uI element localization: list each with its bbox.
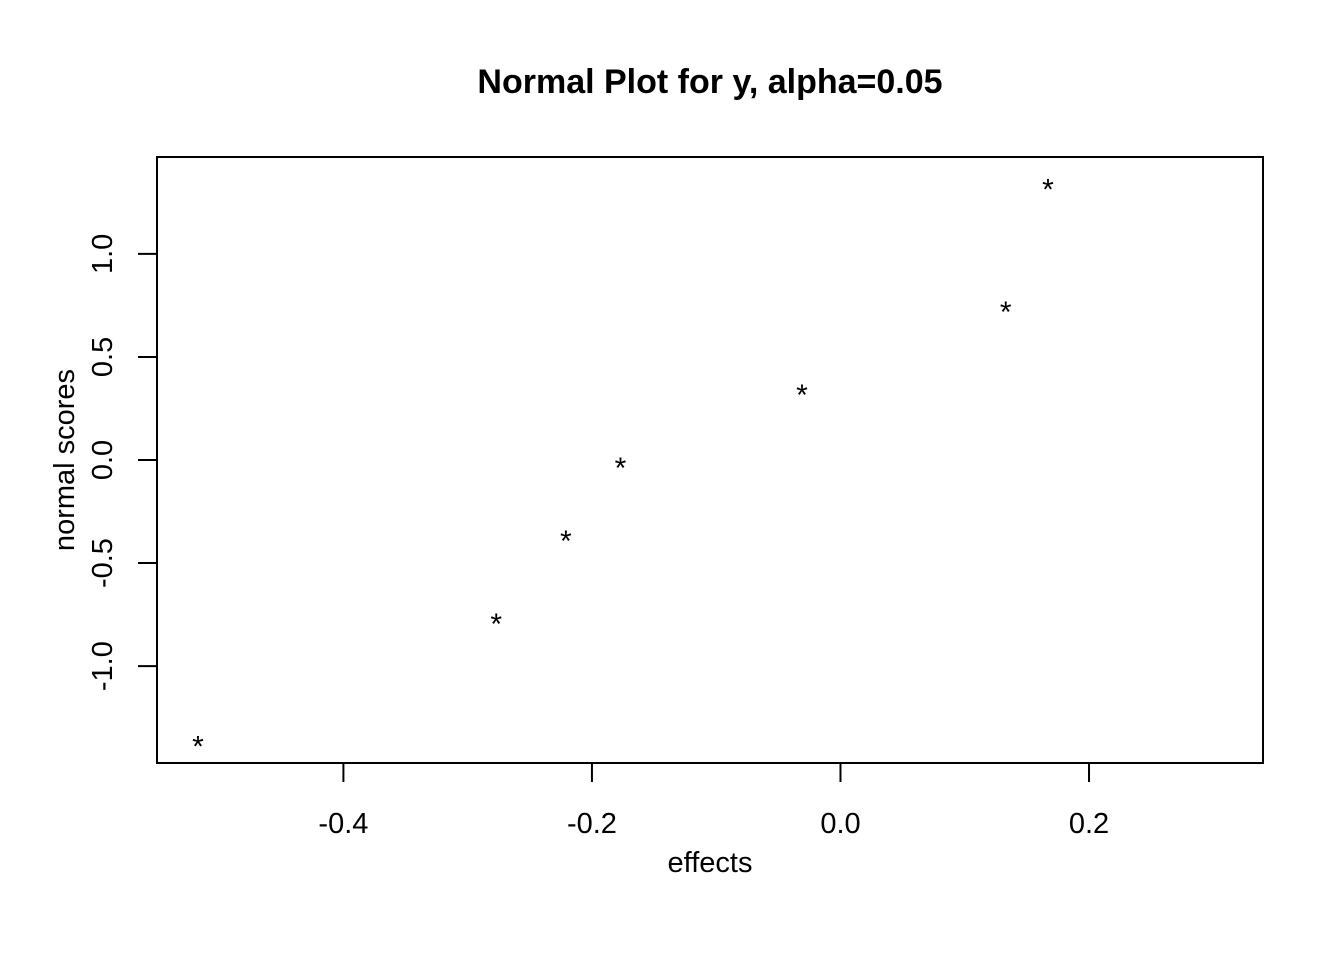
- data-point: *: [796, 379, 808, 412]
- y-tick-label: 0.0: [87, 440, 119, 480]
- data-point: *: [192, 731, 204, 764]
- x-axis: -0.4 -0.2 0.0 0.2: [318, 763, 1109, 840]
- y-tick-label: -0.5: [87, 538, 119, 588]
- plot-frame: [156, 156, 1264, 764]
- x-axis-label: effects: [668, 847, 753, 879]
- data-point: *: [1000, 296, 1012, 329]
- chart-title: Normal Plot for y, alpha=0.05: [477, 63, 942, 101]
- data-points: * * * * * * *: [192, 173, 1054, 763]
- data-point: *: [1042, 173, 1054, 206]
- data-point: *: [560, 525, 572, 558]
- x-tick-label: -0.2: [567, 808, 617, 840]
- data-point: *: [490, 608, 502, 641]
- y-axis-label: normal scores: [49, 369, 81, 551]
- y-tick-label: -1.0: [87, 641, 119, 691]
- y-axis: -1.0 -0.5 0.0 0.5 1.0: [87, 234, 157, 691]
- x-tick-label: 0.0: [820, 808, 860, 840]
- x-tick-label: -0.4: [318, 808, 368, 840]
- y-tick-label: 0.5: [87, 337, 119, 377]
- data-point: *: [615, 452, 627, 485]
- x-tick-label: 0.2: [1069, 808, 1109, 840]
- y-tick-label: 1.0: [87, 234, 119, 274]
